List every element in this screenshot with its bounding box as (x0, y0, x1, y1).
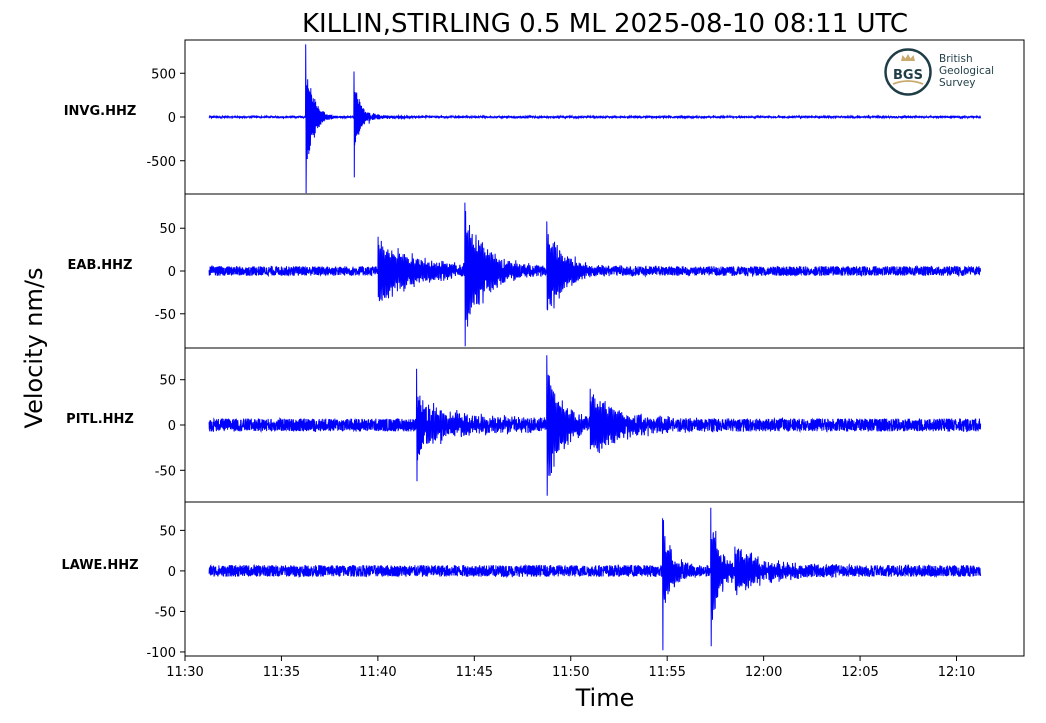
y-tick-label: -50 (155, 605, 176, 620)
x-axis: 11:30 11:35 11:40 11:45 11:50 11:55 12:00 12:05… (166, 656, 975, 680)
y-tick-label: 50 (159, 374, 176, 389)
waveform-trace (208, 44, 982, 194)
station-label: PITL.HHZ (66, 412, 134, 427)
y-tick-label: 50 (159, 524, 176, 539)
logo-abbr: BGS (893, 68, 923, 83)
x-tick-label: 11:40 (359, 665, 396, 680)
y-tick-label: -50 (155, 464, 176, 479)
y-axis-label: Velocity nm/s (20, 268, 48, 429)
x-tick-label: 12:05 (841, 665, 878, 680)
panels-group: INVG.HHZ5000-500EAB.HHZ500-50PITL.HHZ500… (61, 39, 1025, 661)
panel-frame (184, 501, 1025, 657)
y-tick-label: 0 (168, 565, 176, 580)
y-tick-label: -50 (155, 308, 176, 323)
trace-panel: LAWE.HHZ 50 0 -50 -100 (61, 501, 1025, 661)
x-tick-label: 11:35 (263, 665, 300, 680)
y-tick-label: 500 (151, 67, 176, 82)
waveform-trace (208, 202, 982, 347)
y-tick-label: 0 (168, 265, 176, 280)
logo-line-2: Geological (939, 65, 994, 77)
x-tick-label: 12:10 (938, 665, 975, 680)
trace-panel: PITL.HHZ 50 0 -50 (66, 347, 1025, 503)
station-label: INVG.HHZ (64, 104, 137, 119)
station-label: LAWE.HHZ (61, 558, 138, 573)
x-tick-label: 11:50 (552, 665, 589, 680)
chart-title: KILLIN,STIRLING 0.5 ML 2025-08-10 08:11 … (302, 9, 908, 39)
x-tick-label: 12:00 (745, 665, 782, 680)
trace-panel: INVG.HHZ 500 0 -500 (64, 39, 1025, 195)
trace-panel: EAB.HHZ 50 0 -50 (68, 193, 1025, 349)
waveform-trace (208, 507, 982, 651)
y-tick-label: -100 (146, 646, 176, 661)
x-tick-label: 11:55 (648, 665, 685, 680)
logo-line-1: British (939, 53, 973, 65)
y-tick-label: 0 (168, 111, 176, 126)
waveform-trace (208, 355, 982, 496)
station-label: EAB.HHZ (68, 258, 133, 273)
y-tick-label: -500 (146, 155, 176, 170)
y-tick-label: 50 (159, 222, 176, 237)
crown-icon (901, 54, 915, 61)
x-axis-label: Time (575, 684, 635, 712)
x-tick-label: 11:45 (456, 665, 493, 680)
x-tick-label: 11:30 (166, 665, 203, 680)
bgs-logo: BGS British Geological Survey (884, 48, 994, 96)
logo-swoosh (892, 80, 924, 85)
logo-line-3: Survey (939, 77, 976, 89)
y-tick-label: 0 (168, 419, 176, 434)
